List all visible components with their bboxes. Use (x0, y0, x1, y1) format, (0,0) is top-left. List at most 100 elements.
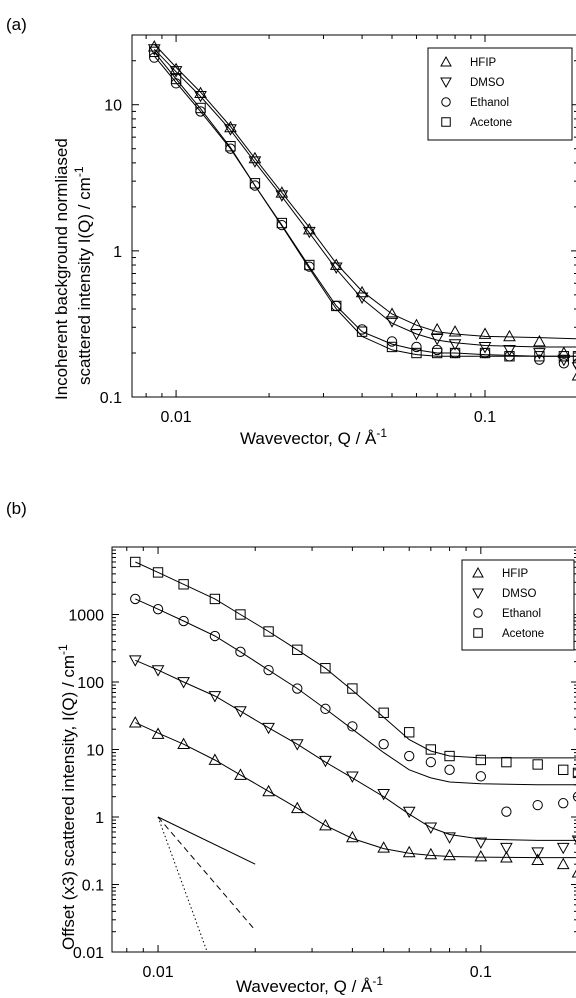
panel-a-x-axis-label: Wavevector, Q / Å-1 (240, 426, 387, 448)
data-point-acetone (558, 764, 569, 775)
data-point-ethanol (411, 341, 422, 353)
data-point-dmso (329, 262, 343, 274)
series-acetone (149, 46, 576, 362)
data-point-acetone (532, 759, 543, 770)
y-tick-label: 1000 (68, 608, 104, 625)
data-point-acetone (130, 556, 141, 568)
panel-a-y-axis-label-line1: Incoherent background normliased (52, 138, 71, 400)
data-point-hfip (478, 327, 492, 339)
data-point-ethanol (209, 630, 221, 642)
data-point-acetone (431, 347, 443, 359)
data-point-hfip (557, 346, 571, 358)
data-point-dmso (571, 362, 576, 371)
y-tick-label: 0.1 (100, 390, 122, 407)
legend-label-acetone: Acetone (470, 117, 512, 129)
data-point-dmso (248, 156, 262, 168)
data-point-acetone (195, 102, 206, 114)
data-point-ethanol (356, 324, 368, 335)
data-point-dmso (377, 788, 391, 801)
panel-a-data-points (147, 40, 576, 381)
x-tick-label: 0.01 (142, 964, 173, 981)
data-point-hfip (377, 841, 391, 853)
data-point-hfip (355, 285, 369, 298)
panel-a-legend: HFIP DMSO Ethanol Acetone (427, 47, 573, 141)
data-point-ethanol (235, 646, 246, 657)
legend-label-acetone: Acetone (502, 628, 544, 640)
data-point-dmso (402, 806, 416, 819)
data-point-ethanol (178, 615, 189, 627)
data-point-acetone (331, 300, 342, 312)
data-point-acetone (444, 750, 455, 762)
x-tick-label: 0.1 (474, 409, 496, 426)
data-point-ethanol (149, 52, 160, 63)
data-point-dmso (410, 329, 423, 341)
data-point-dmso (500, 842, 513, 855)
data-point-ethanol (320, 703, 331, 715)
panel-a-plot-frame (131, 34, 576, 398)
data-point-ethanol (263, 664, 274, 676)
series-dmso (147, 44, 576, 371)
data-point-hfip (571, 869, 576, 878)
legend-label-dmso: DMSO (470, 77, 505, 89)
data-point-dmso (556, 842, 570, 855)
data-point-acetone (263, 626, 274, 637)
data-point-dmso (290, 739, 304, 751)
y-tick-label: 0.01 (73, 945, 104, 962)
data-point-acetone (504, 351, 515, 362)
legend-marker-ethanol (473, 608, 483, 618)
data-point-dmso (169, 66, 183, 78)
panel-b-legend-box (461, 559, 575, 651)
data-point-hfip (151, 727, 165, 739)
series-dmso (128, 655, 576, 859)
data-point-acetone (411, 347, 422, 359)
data-point-acetone (320, 663, 331, 674)
data-point-hfip (443, 848, 456, 861)
data-point-ethanol (378, 738, 389, 750)
data-point-dmso (302, 226, 316, 239)
legend-label-hfip: HFIP (502, 568, 529, 580)
data-point-ethanol (386, 336, 398, 347)
data-point-hfip (424, 847, 438, 860)
data-point-acetone (276, 217, 288, 229)
legend-marker-hfip (472, 566, 484, 578)
data-point-hfip (503, 329, 516, 342)
panel-a-fit-lines (153, 43, 576, 357)
legend-label-dmso: DMSO (502, 588, 537, 600)
data-point-ethanol (501, 806, 512, 817)
data-point-hfip (385, 307, 399, 319)
data-point-acetone (572, 767, 576, 779)
data-point-dmso (262, 722, 275, 735)
data-point-ethanol (558, 358, 570, 369)
data-point-dmso (194, 90, 207, 103)
data-point-hfip (346, 830, 359, 843)
data-point-hfip (177, 737, 190, 750)
data-point-dmso (478, 342, 492, 354)
data-point-hfip (248, 151, 262, 164)
data-point-acetone (152, 567, 164, 578)
panel-b-fit-lines (135, 561, 576, 859)
panel-a-y-ticks: 0.1 1 10 (100, 34, 576, 407)
fit-line-2 (135, 659, 576, 841)
data-point-acetone (225, 141, 236, 152)
data-point-hfip (262, 784, 275, 797)
data-point-acetone (249, 178, 261, 189)
data-point-acetone (479, 347, 491, 359)
fit-line-3 (135, 598, 576, 786)
data-point-ethanol (572, 791, 576, 802)
series-hfip (147, 40, 576, 381)
y-tick-label: 10 (86, 743, 104, 760)
fit-line-2 (153, 48, 576, 348)
data-point-hfip (224, 120, 237, 133)
data-point-dmso (531, 847, 545, 859)
panel-b-data-points (128, 556, 576, 878)
data-point-hfip (474, 849, 488, 862)
data-point-acetone (475, 754, 487, 766)
data-point-acetone (178, 579, 189, 590)
series-acetone (130, 556, 576, 779)
legend-marker-hfip (440, 55, 452, 67)
data-point-dmso (557, 354, 571, 367)
data-point-acetone (386, 341, 398, 353)
data-point-hfip (533, 334, 546, 347)
data-point-dmso (533, 348, 546, 360)
data-point-ethanol (347, 721, 358, 732)
